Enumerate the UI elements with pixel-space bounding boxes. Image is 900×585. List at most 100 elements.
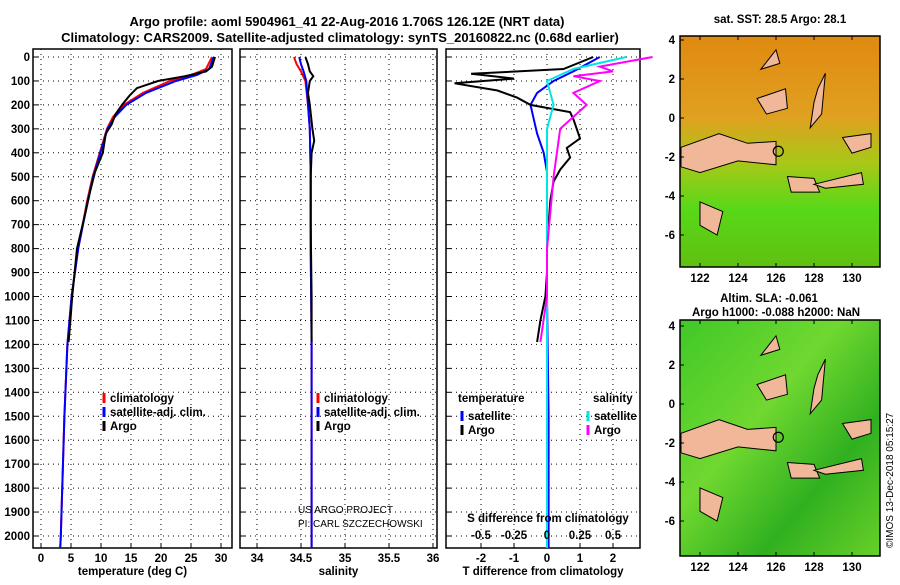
plot-frame <box>239 48 438 549</box>
x-axis-label: salinity <box>319 566 359 578</box>
secondary-x-tick-label: -0.5 <box>471 530 491 542</box>
project-annotation: PI: CARL SZCZECHOWSKI <box>298 519 423 530</box>
land-mass <box>759 334 781 357</box>
y-tick-label: 1400 <box>4 387 30 399</box>
profile-panel-3: -2 -1 0 1 2T difference from climatology temp… <box>445 48 653 578</box>
legend-title-temperature: temperature <box>458 393 524 405</box>
y-tick-label: 200 <box>11 100 30 112</box>
secondary-x-axis-label: S difference from climatology <box>467 513 629 525</box>
land-mass <box>812 457 864 475</box>
legend-label: satellite-adj. clim. <box>324 407 420 419</box>
legend-label: Argo <box>324 421 351 433</box>
argo-position-marker <box>772 431 784 443</box>
y-tick-label: 1900 <box>4 507 30 519</box>
series-line-salinity-argo <box>539 56 653 343</box>
map-x-tick-label: 130 <box>842 562 861 574</box>
x-axis-label: temperature (deg C) <box>78 566 187 578</box>
series-line-argo <box>67 56 216 343</box>
y-tick-label: 1200 <box>4 339 30 351</box>
land-mass <box>841 133 872 154</box>
map-title-sst: sat. SST: 28.5 Argo: 28.1 <box>714 14 847 26</box>
credit-text: ©IMOS 13-Dec-2018 05:15:27 <box>885 412 896 548</box>
x-tick-label: -1 <box>509 553 520 565</box>
map-y-tick-label: 0 <box>669 399 675 411</box>
title-line-1: Argo profile: aoml 5904961_41 22-Aug-201… <box>130 14 565 29</box>
land-mass <box>756 88 788 115</box>
title-line-2: Climatology: CARS2009. Satellite-adjuste… <box>61 30 619 45</box>
series-line-salinity-satellite <box>545 56 627 548</box>
y-tick-label: 300 <box>11 124 30 136</box>
land-mass <box>812 171 864 189</box>
land-mass <box>786 461 821 479</box>
y-tick-label: 700 <box>11 220 30 232</box>
series-line-argo <box>304 56 316 342</box>
y-tick-label: 1000 <box>4 292 30 304</box>
y-tick-label: 400 <box>11 148 30 160</box>
x-tick-label: 1 <box>577 553 584 565</box>
map-y-tick-label: 2 <box>669 360 675 372</box>
map-x-tick-label: 130 <box>842 273 861 285</box>
map-y-tick-label: 2 <box>669 74 675 86</box>
x-tick-label: 35.5 <box>378 553 401 565</box>
legend-label: Argo <box>468 425 495 437</box>
map-title-sla: Altim. SLA: -0.061 <box>720 293 818 305</box>
map-x-tick-label: 128 <box>804 273 824 285</box>
y-tick-label: 1300 <box>4 363 30 375</box>
x-tick-label: 15 <box>125 553 138 565</box>
project-annotation: US ARGO PROJECT <box>298 505 393 516</box>
legend-label: climatology <box>110 393 175 405</box>
x-tick-label: 0 <box>38 553 44 565</box>
plot-frame <box>32 48 233 549</box>
profile-panel-2: 34 34.5 35 35.5 36 salinity climatology satelli… <box>239 48 440 578</box>
x-axis-label: T difference from climatology <box>462 566 624 578</box>
map-title-height: Argo h1000: -0.088 h2000: NaN <box>692 307 860 319</box>
y-tick-label: 600 <box>11 196 30 208</box>
y-tick-label: 1600 <box>4 435 30 447</box>
land-mass <box>680 133 777 174</box>
y-tick-label: 500 <box>11 172 30 184</box>
land-mass <box>786 175 821 193</box>
map-x-tick-label: 124 <box>728 273 748 285</box>
y-tick-label: 1800 <box>4 483 30 495</box>
x-tick-label: 5 <box>68 553 75 565</box>
map-x-tick-label: 126 <box>766 562 785 574</box>
secondary-x-tick-label: 0.5 <box>605 530 622 542</box>
map-x-tick-label: 126 <box>766 273 785 285</box>
map-panel-1: 122 124 126 128 130 4 2 0 -2 -4 -6 sat. SST: 28.5 A… <box>665 14 881 285</box>
map-y-tick-label: 4 <box>669 321 676 333</box>
map-y-tick-label: -4 <box>665 191 676 203</box>
y-tick-label: 2000 <box>4 531 30 543</box>
map-y-tick-label: 0 <box>669 113 675 125</box>
series-line-temperature-satellite <box>529 56 601 548</box>
x-tick-label: 20 <box>155 553 168 565</box>
x-tick-label: 36 <box>427 553 440 565</box>
x-tick-label: 34.5 <box>290 553 313 565</box>
map-y-tick-label: -2 <box>665 152 675 164</box>
legend-label: climatology <box>324 393 389 405</box>
x-tick-label: 0 <box>544 553 550 565</box>
map-x-tick-label: 122 <box>690 562 709 574</box>
land-mass <box>756 374 788 401</box>
series-line-satellite-adj-clim- <box>59 56 215 549</box>
map-y-tick-label: -6 <box>665 230 675 242</box>
y-tick-label: 100 <box>11 76 30 88</box>
map-x-tick-label: 128 <box>804 562 824 574</box>
x-tick-label: 25 <box>185 553 198 565</box>
land-mass <box>809 358 826 416</box>
land-mass <box>841 419 872 440</box>
x-tick-label: 34 <box>251 553 264 565</box>
y-tick-label: 900 <box>11 268 30 280</box>
land-mass <box>680 419 777 460</box>
map-frame <box>679 319 881 557</box>
legend-title-salinity: salinity <box>593 393 633 405</box>
secondary-x-tick-label: -0.25 <box>501 530 528 542</box>
legend-label: satellite <box>468 411 511 423</box>
x-tick-label: 35 <box>339 553 352 565</box>
land-mass <box>699 487 724 522</box>
land-mass <box>809 72 826 130</box>
map-y-tick-label: -6 <box>665 516 675 528</box>
y-tick-label: 800 <box>11 244 30 256</box>
series-line-climatology <box>59 56 213 549</box>
x-tick-label: 2 <box>610 553 616 565</box>
